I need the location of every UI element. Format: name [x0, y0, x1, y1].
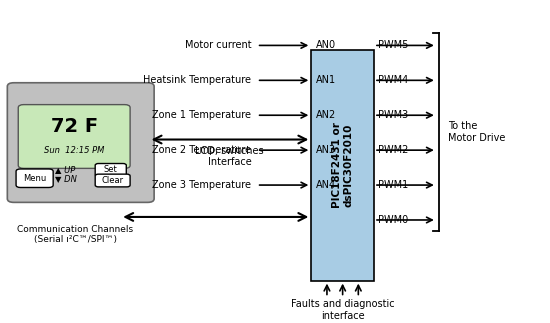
Text: Set: Set [104, 165, 118, 174]
Text: Motor current: Motor current [185, 40, 251, 50]
Text: AN4: AN4 [316, 180, 336, 190]
FancyBboxPatch shape [311, 50, 374, 281]
Text: Zone 2 Temperature: Zone 2 Temperature [152, 145, 251, 155]
Text: Communication Channels
(Serial ı²C™/SPI™): Communication Channels (Serial ı²C™/SPI™… [17, 224, 133, 244]
Text: Clear: Clear [102, 176, 124, 185]
Text: Heatsink Temperature: Heatsink Temperature [143, 75, 251, 85]
Text: LCD, switches
Interface: LCD, switches Interface [195, 146, 264, 167]
FancyBboxPatch shape [95, 163, 126, 176]
Text: To the
Motor Drive: To the Motor Drive [448, 121, 505, 143]
Text: Sun  12:15 PM: Sun 12:15 PM [44, 146, 104, 155]
Text: PWM3: PWM3 [378, 110, 409, 120]
Text: Zone 1 Temperature: Zone 1 Temperature [152, 110, 251, 120]
Text: Faults and diagnostic
interface: Faults and diagnostic interface [291, 299, 394, 320]
Text: AN0: AN0 [316, 40, 336, 50]
Text: ▼ DN: ▼ DN [55, 174, 76, 183]
Text: PWM5: PWM5 [378, 40, 409, 50]
Text: PIC18F2431 or
dsPIC30F2010: PIC18F2431 or dsPIC30F2010 [332, 122, 354, 208]
Text: AN1: AN1 [316, 75, 336, 85]
FancyBboxPatch shape [18, 105, 130, 168]
Text: PWM1: PWM1 [378, 180, 409, 190]
Text: AN2: AN2 [316, 110, 336, 120]
Text: 72 F: 72 F [51, 117, 98, 136]
Text: PWM0: PWM0 [378, 215, 409, 225]
Text: AN3: AN3 [316, 145, 336, 155]
Text: PWM2: PWM2 [378, 145, 409, 155]
Text: ▲ UP: ▲ UP [55, 165, 75, 174]
FancyBboxPatch shape [7, 83, 154, 203]
FancyBboxPatch shape [16, 169, 53, 187]
Text: PWM4: PWM4 [378, 75, 409, 85]
FancyBboxPatch shape [95, 174, 130, 187]
Text: Zone 3 Temperature: Zone 3 Temperature [152, 180, 251, 190]
Text: Menu: Menu [23, 174, 46, 183]
